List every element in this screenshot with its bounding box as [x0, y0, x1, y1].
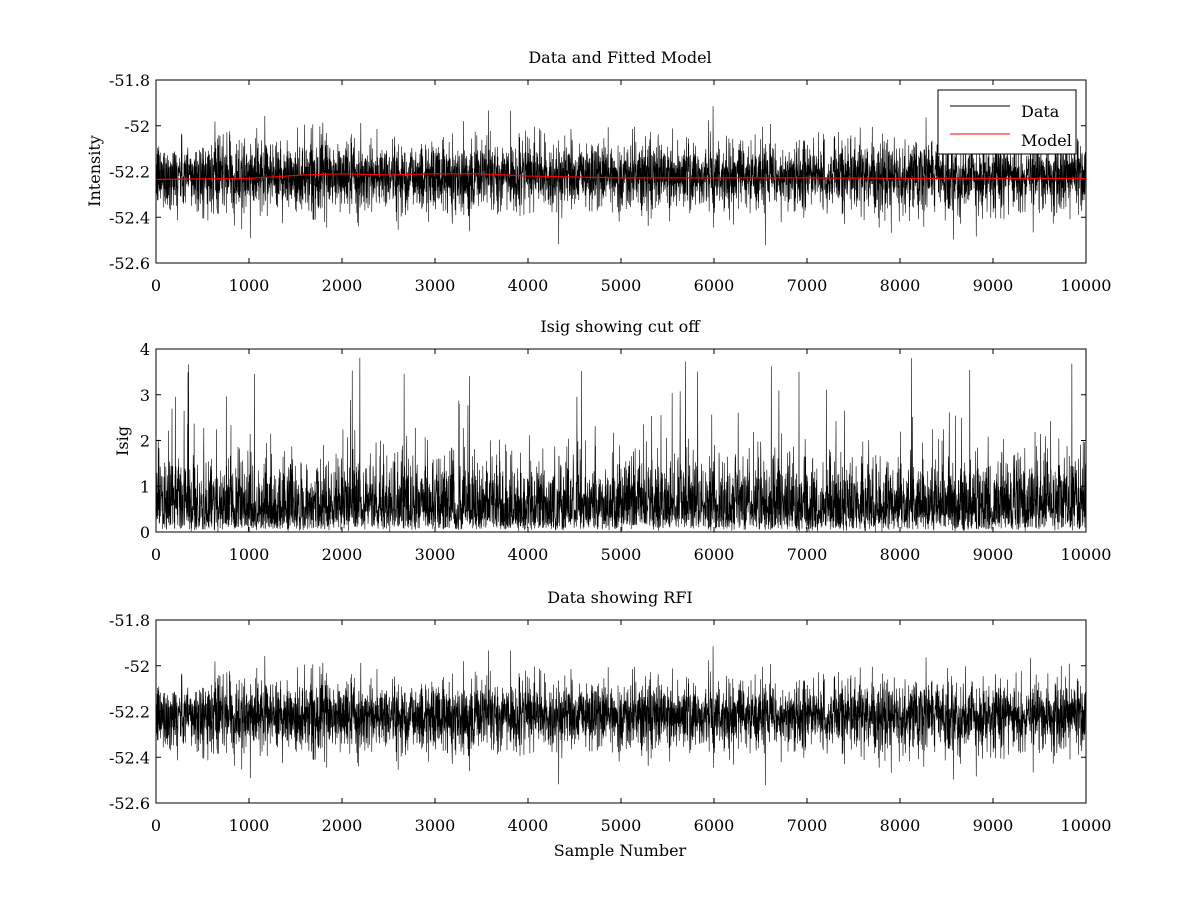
panel-1-ticks: 0 1000 2000 3000 4000 5000 6000 7000 8000 9000 100… — [109, 71, 1111, 295]
x-tick-label: 10000 — [1061, 545, 1112, 564]
panel-3-frame — [155, 619, 1087, 804]
y-tick-label: -52 — [124, 657, 150, 676]
x-tick-label: 0 — [151, 545, 161, 564]
y-tick-label: 2 — [140, 432, 150, 451]
y-tick-label: -51.8 — [109, 71, 150, 90]
series-line — [155, 357, 1087, 532]
panel-1-title: Data and Fitted Model — [528, 48, 711, 67]
x-tick-label: 7000 — [787, 545, 828, 564]
x-tick-label: 3000 — [415, 545, 456, 564]
legend-box — [937, 89, 1077, 155]
x-tick-label: 8000 — [880, 545, 921, 564]
series-line — [155, 646, 1087, 786]
x-tick-label: 2000 — [322, 545, 363, 564]
panel-2-ylabel: Isig — [113, 426, 132, 456]
panel-2-frame — [155, 348, 1087, 533]
x-tick-label: 2000 — [322, 276, 363, 295]
y-tick-label: -52.2 — [109, 163, 150, 182]
x-tick-label: 0 — [151, 276, 161, 295]
x-tick-label: 4000 — [508, 276, 549, 295]
x-tick-label: 9000 — [973, 816, 1014, 835]
x-tick-label: 10000 — [1061, 816, 1112, 835]
legend-label-data: Data — [1021, 102, 1060, 121]
x-tick-label: 4000 — [508, 816, 549, 835]
legend-label-model: Model — [1021, 131, 1072, 150]
panel-1-series — [155, 106, 1087, 246]
x-tick-label: 9000 — [973, 276, 1014, 295]
panel-3-ticks: 0 1000 2000 3000 4000 5000 6000 7000 8000 9000 100… — [109, 611, 1111, 835]
panel-2-series — [155, 357, 1087, 532]
y-tick-label: -52.6 — [109, 254, 150, 273]
panel-1-ylabel: Intensity — [85, 135, 104, 207]
x-tick-label: 5000 — [601, 276, 642, 295]
legend: Data Model — [937, 89, 1077, 155]
x-tick-label: 2000 — [322, 816, 363, 835]
y-tick-label: -52.6 — [109, 794, 150, 813]
y-tick-label: 0 — [140, 523, 150, 542]
x-tick-label: 6000 — [694, 276, 735, 295]
x-tick-label: 9000 — [973, 545, 1014, 564]
panel-3-xlabel: Sample Number — [554, 841, 687, 860]
panel-3-series — [155, 646, 1087, 786]
panel-isig-showing-cut-off: Isig showing cut off Isig 0 1000 2000 3000 4… — [113, 317, 1111, 564]
panel-2-title: Isig showing cut off — [540, 317, 701, 336]
panel-3-title: Data showing RFI — [547, 588, 692, 607]
x-tick-label: 8000 — [880, 816, 921, 835]
x-tick-label: 7000 — [787, 276, 828, 295]
y-tick-label: -51.8 — [109, 611, 150, 630]
panel-2-ticks: 0 1000 2000 3000 4000 5000 6000 7000 8000 9000 100… — [140, 340, 1112, 564]
x-tick-label: 1000 — [229, 545, 270, 564]
panel-data-and-fitted-model: Data and Fitted Model Intensity 0 1000 200… — [85, 48, 1111, 295]
y-tick-label: -52.4 — [109, 208, 150, 227]
x-tick-label: 5000 — [601, 816, 642, 835]
y-tick-label: -52.2 — [109, 703, 150, 722]
y-tick-label: -52 — [124, 117, 150, 136]
series-model — [155, 173, 1086, 181]
x-tick-label: 7000 — [787, 816, 828, 835]
y-tick-label: 3 — [140, 386, 150, 405]
panel-1-frame — [155, 79, 1087, 264]
x-tick-label: 5000 — [601, 545, 642, 564]
x-tick-label: 8000 — [880, 276, 921, 295]
series-data — [155, 106, 1087, 246]
x-tick-label: 0 — [151, 816, 161, 835]
x-tick-label: 6000 — [694, 545, 735, 564]
y-tick-label: 1 — [140, 477, 150, 496]
x-tick-label: 3000 — [415, 276, 456, 295]
x-tick-label: 10000 — [1061, 276, 1112, 295]
y-tick-label: -52.4 — [109, 748, 150, 767]
x-tick-label: 3000 — [415, 816, 456, 835]
x-tick-label: 1000 — [229, 276, 270, 295]
panel-data-showing-rfi: Data showing RFI 0 1000 2000 3000 4000 5000 60… — [109, 588, 1111, 860]
x-tick-label: 1000 — [229, 816, 270, 835]
x-tick-label: 4000 — [508, 545, 549, 564]
y-tick-label: 4 — [140, 340, 150, 359]
x-tick-label: 6000 — [694, 816, 735, 835]
